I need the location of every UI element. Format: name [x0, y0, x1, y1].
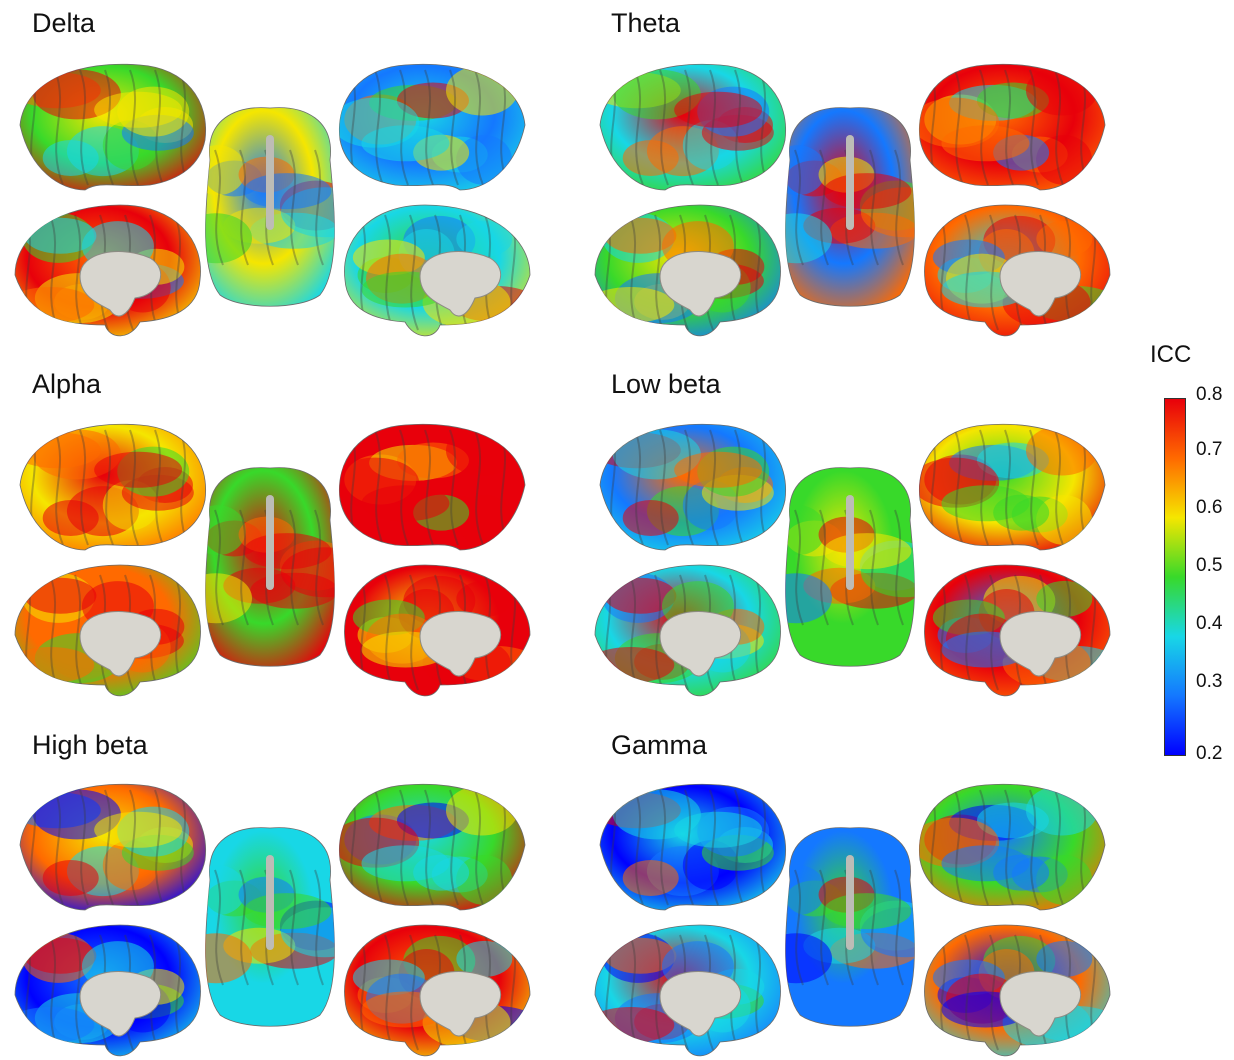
brain-lateral-left-high-beta [19, 783, 207, 911]
corpus-callosum-region [419, 611, 502, 677]
brain-lateral-left-alpha [19, 423, 207, 551]
colorbar-title: ICC [1150, 341, 1192, 368]
brain-lateral-right-delta [338, 63, 526, 191]
panel-title-theta: Theta [611, 8, 681, 38]
brain-panel-theta [594, 63, 1111, 337]
panel-title-high-beta: High beta [32, 730, 148, 760]
midline-fissure [266, 855, 274, 950]
corpus-callosum-region [999, 611, 1082, 677]
colorbar-gradient [1164, 398, 1186, 756]
brain-panel-high-beta [14, 783, 531, 1057]
midline-fissure [846, 135, 854, 230]
brain-medial-left-theta [594, 204, 781, 337]
brain-lateral-right-low-beta [918, 423, 1106, 551]
brain-medial-left-delta [14, 204, 201, 337]
brain-lateral-left-low-beta [599, 423, 787, 551]
brain-lateral-right-high-beta [338, 783, 526, 911]
brain-lateral-left-delta [19, 63, 207, 191]
brain-panel-low-beta [594, 423, 1111, 697]
colorbar-tick-label: 0.8 [1196, 384, 1223, 405]
brain-lateral-left-theta [599, 63, 787, 191]
colorbar-tick-label: 0.2 [1196, 743, 1223, 764]
brain-dorsal-low-beta [785, 467, 915, 667]
panel-title-delta: Delta [32, 8, 96, 38]
brain-medial-right-delta [344, 204, 531, 337]
midline-fissure [846, 495, 854, 590]
brain-panel-gamma [594, 783, 1111, 1057]
brain-medial-right-alpha [344, 564, 531, 697]
corpus-callosum-region [419, 971, 502, 1037]
brain-medial-left-high-beta [14, 924, 201, 1057]
corpus-callosum-region [79, 971, 162, 1037]
midline-fissure [266, 495, 274, 590]
corpus-callosum-region [659, 971, 742, 1037]
brain-medial-right-theta [924, 204, 1111, 337]
panel-title-alpha: Alpha [32, 369, 102, 399]
corpus-callosum-region [419, 251, 502, 317]
brain-medial-left-low-beta [594, 564, 781, 697]
brain-medial-left-alpha [14, 564, 201, 697]
midline-fissure [846, 855, 854, 950]
brain-medial-right-high-beta [344, 924, 531, 1057]
brain-dorsal-high-beta [205, 827, 335, 1027]
corpus-callosum-region [659, 251, 742, 317]
colorbar-tick-label: 0.5 [1196, 555, 1223, 576]
corpus-callosum-region [999, 971, 1082, 1037]
corpus-callosum-region [79, 251, 162, 317]
panel-title-low-beta: Low beta [611, 369, 721, 399]
midline-fissure [266, 135, 274, 230]
brain-lateral-right-alpha [338, 423, 526, 551]
brain-panel-alpha [14, 423, 531, 697]
colorbar-tick-label: 0.3 [1196, 671, 1223, 692]
colorbar-tick-label: 0.7 [1196, 439, 1223, 460]
brain-dorsal-delta [205, 107, 335, 307]
panel-title-gamma: Gamma [611, 730, 708, 760]
colorbar-tick-label: 0.4 [1196, 613, 1223, 634]
colorbar-tick-label: 0.6 [1196, 497, 1223, 518]
brain-panel-delta [14, 63, 531, 337]
corpus-callosum-region [659, 611, 742, 677]
corpus-callosum-region [999, 251, 1082, 317]
brain-dorsal-gamma [785, 827, 915, 1027]
brain-lateral-right-gamma [918, 783, 1106, 911]
brain-lateral-left-gamma [599, 783, 787, 911]
brain-medial-right-low-beta [924, 564, 1111, 697]
brain-dorsal-theta [785, 107, 915, 307]
corpus-callosum-region [79, 611, 162, 677]
brain-lateral-right-theta [918, 63, 1106, 191]
brain-medial-left-gamma [594, 924, 781, 1057]
brain-medial-right-gamma [924, 924, 1111, 1057]
